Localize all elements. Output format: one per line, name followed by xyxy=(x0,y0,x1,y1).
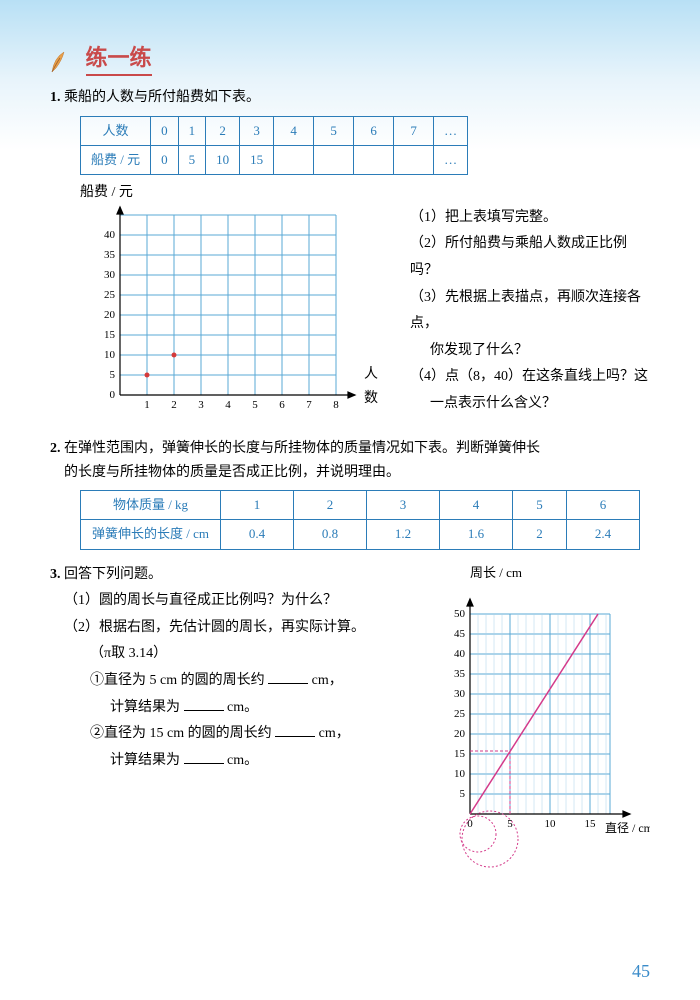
p3-q2d-post: cm。 xyxy=(227,700,258,715)
p1-chart: 0 5 10 15 20 25 30 35 40 1 2 3 4 5 6 7 8 xyxy=(80,205,360,425)
svg-text:2: 2 xyxy=(171,399,177,411)
p1-q3b: 你发现了什么？ xyxy=(430,338,650,365)
p2-text1: 在弹性范围内，弹簧伸长的长度与所挂物体的质量情况如下表。判断弹簧伸长 xyxy=(64,441,540,456)
p3-q2f-pre: 计算结果为 xyxy=(110,753,180,768)
svg-text:6: 6 xyxy=(279,399,285,411)
svg-text:5: 5 xyxy=(252,399,258,411)
svg-text:45: 45 xyxy=(454,628,466,640)
p1-text: 乘船的人数与所付船费如下表。 xyxy=(64,90,260,105)
svg-text:0: 0 xyxy=(110,389,116,401)
svg-text:5: 5 xyxy=(460,788,466,800)
p3-q2e-pre: ②直径为 15 cm 的圆的周长约 xyxy=(90,726,272,741)
p1-q1: （1）把上表填写完整。 xyxy=(410,205,650,232)
svg-text:5: 5 xyxy=(507,818,513,830)
p1-y-label: 船费 / 元 xyxy=(80,181,650,205)
row-label: 物体质量 / kg xyxy=(81,491,221,520)
svg-text:40: 40 xyxy=(454,648,466,660)
p3-q2e-post: cm， xyxy=(319,726,350,741)
svg-text:35: 35 xyxy=(104,249,116,261)
svg-text:0: 0 xyxy=(467,818,473,830)
p3-q2c-pre: ①直径为 5 cm 的圆的周长约 xyxy=(90,673,265,688)
p3-chart: 5 10 15 20 25 30 35 40 45 50 0 5 10 15 直径 / cm xyxy=(440,584,650,874)
p2-text2: 的长度与所挂物体的质量是否成正比例，并说明理由。 xyxy=(64,465,400,480)
blank-field[interactable] xyxy=(184,750,224,764)
row-label: 人数 xyxy=(81,116,151,145)
svg-text:30: 30 xyxy=(454,688,466,700)
p3-q2b: （π取 3.14） xyxy=(90,641,440,668)
p1-q4b: 一点表示什么含义？ xyxy=(430,391,650,418)
svg-text:25: 25 xyxy=(104,289,116,301)
page-number: 45 xyxy=(632,961,650,982)
blank-field[interactable] xyxy=(275,723,315,737)
p3-q1: （1）圆的周长与直径成正比例吗？为什么？ xyxy=(64,588,440,615)
p3-num: 3. xyxy=(50,567,61,582)
p1-q3a: （3）先根据上表描点，再顺次连接各点， xyxy=(410,285,650,338)
problem-1: 1. 乘船的人数与所付船费如下表。 人数 0 1 2 3 4 5 6 7 … 船… xyxy=(50,86,650,425)
p3-x-label-svg: 直径 / cm xyxy=(605,821,650,835)
svg-text:50: 50 xyxy=(454,608,466,620)
p3-q2c-post: cm， xyxy=(312,673,343,688)
table-row: 物体质量 / kg 1 2 3 4 5 6 xyxy=(81,491,640,520)
feather-icon xyxy=(50,50,70,74)
p1-x-label: 人数 xyxy=(364,363,390,411)
svg-text:5: 5 xyxy=(110,369,116,381)
row-label: 弹簧伸长的长度 / cm xyxy=(81,520,221,549)
section-title: 练一练 xyxy=(86,40,152,76)
p3-text: 回答下列问题。 xyxy=(64,567,162,582)
p3-q2d-pre: 计算结果为 xyxy=(110,700,180,715)
problem-3: 3. 回答下列问题。 （1）圆的周长与直径成正比例吗？为什么？ （2）根据右图，… xyxy=(50,562,650,883)
p1-questions: （1）把上表填写完整。 （2）所付船费与乘船人数成正比例吗？ （3）先根据上表描… xyxy=(410,205,650,418)
svg-text:7: 7 xyxy=(306,399,312,411)
svg-text:25: 25 xyxy=(454,708,466,720)
p3-q2a: （2）根据右图，先估计圆的周长，再实际计算。 xyxy=(64,615,440,642)
svg-text:35: 35 xyxy=(454,668,466,680)
svg-text:15: 15 xyxy=(454,748,466,760)
svg-text:15: 15 xyxy=(585,818,597,830)
svg-text:1: 1 xyxy=(144,399,150,411)
blank-field[interactable] xyxy=(184,697,224,711)
problem-2: 2. 在弹性范围内，弹簧伸长的长度与所挂物体的质量情况如下表。判断弹簧伸长 的长… xyxy=(50,437,650,550)
svg-text:8: 8 xyxy=(333,399,339,411)
svg-text:15: 15 xyxy=(104,329,116,341)
p1-table: 人数 0 1 2 3 4 5 6 7 … 船费 / 元 0 5 10 15 … xyxy=(80,116,468,175)
svg-text:10: 10 xyxy=(104,349,116,361)
svg-text:3: 3 xyxy=(198,399,204,411)
svg-text:20: 20 xyxy=(454,728,466,740)
p3-y-label: 周长 / cm xyxy=(470,562,650,584)
p2-num: 2. xyxy=(50,441,61,456)
row-label: 船费 / 元 xyxy=(81,145,151,174)
svg-text:10: 10 xyxy=(454,768,466,780)
p1-q4a: （4）点（8，40）在这条直线上吗？这 xyxy=(410,364,650,391)
table-row: 人数 0 1 2 3 4 5 6 7 … xyxy=(81,116,468,145)
svg-text:20: 20 xyxy=(104,309,116,321)
p1-q2: （2）所付船费与乘船人数成正比例吗？ xyxy=(410,231,650,284)
svg-text:10: 10 xyxy=(545,818,557,830)
p1-num: 1. xyxy=(50,90,61,105)
table-row: 弹簧伸长的长度 / cm 0.4 0.8 1.2 1.6 2 2.4 xyxy=(81,520,640,549)
section-header: 练一练 xyxy=(50,40,650,86)
table-row: 船费 / 元 0 5 10 15 … xyxy=(81,145,468,174)
svg-text:4: 4 xyxy=(225,399,231,411)
p3-q2f-post: cm。 xyxy=(227,753,258,768)
blank-field[interactable] xyxy=(268,670,308,684)
p2-table: 物体质量 / kg 1 2 3 4 5 6 弹簧伸长的长度 / cm 0.4 0… xyxy=(80,490,640,549)
svg-text:30: 30 xyxy=(104,269,116,281)
svg-text:40: 40 xyxy=(104,229,116,241)
